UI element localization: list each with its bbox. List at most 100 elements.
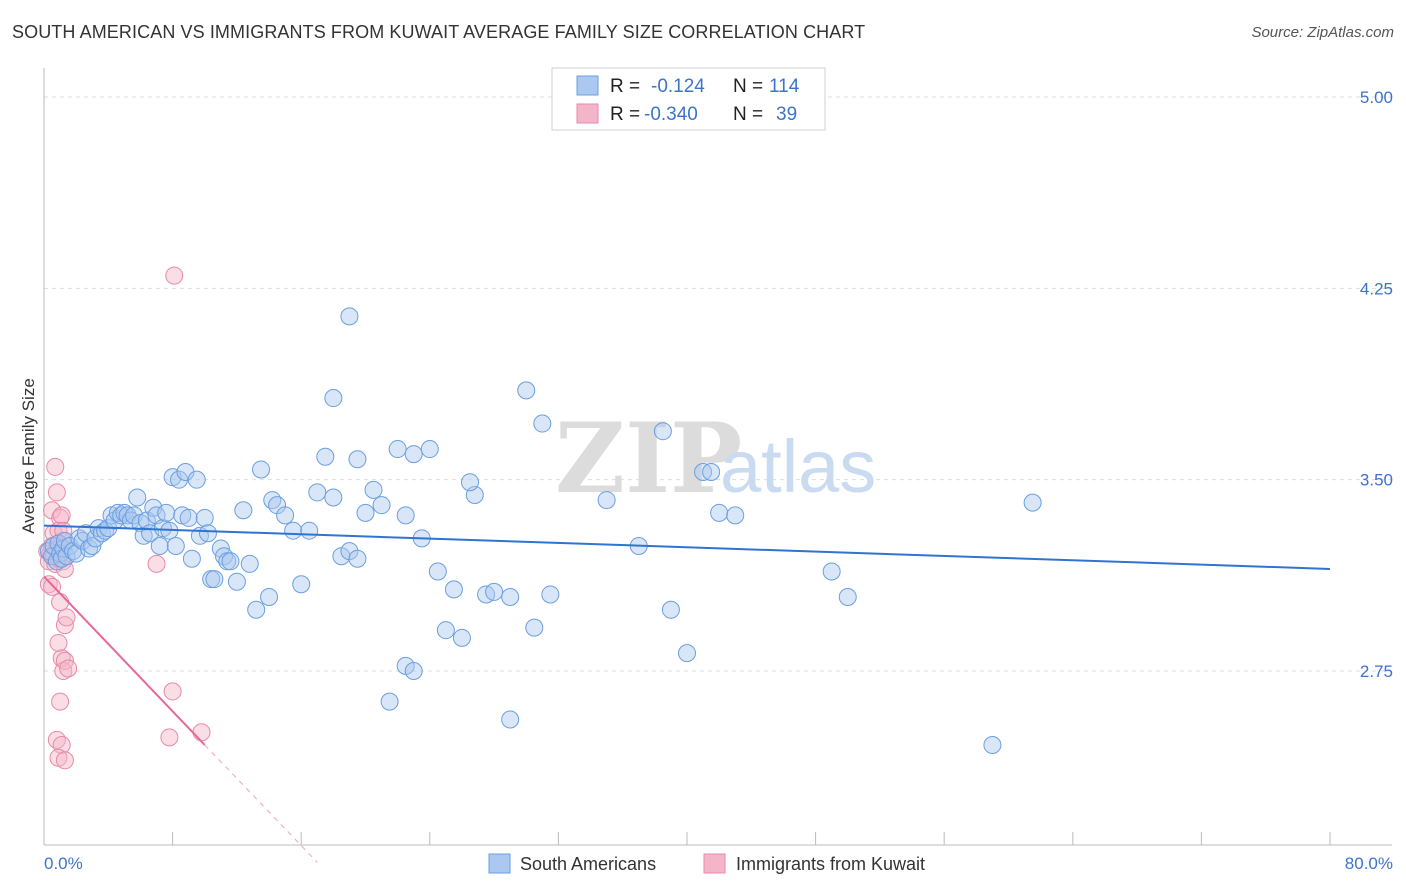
legend-bottom-swatch-south-americans — [488, 853, 511, 874]
x-ticks — [43, 832, 1331, 845]
kuwait-point — [49, 633, 68, 652]
south-americans-point — [501, 710, 520, 729]
south-americans-point — [263, 491, 282, 510]
kuwait-point — [59, 659, 78, 678]
south-americans-point — [420, 440, 439, 459]
legend-n-label: N = — [733, 104, 763, 125]
south-americans-point — [198, 524, 217, 543]
legend-n-label: N = — [733, 76, 763, 97]
x-tick-label-min: 0.0% — [44, 854, 83, 873]
kuwait-point — [55, 751, 74, 770]
south-americans-point — [678, 644, 696, 663]
south-americans-point — [157, 503, 176, 522]
kuwait-point — [147, 554, 166, 573]
south-americans-point — [661, 600, 680, 619]
south-americans-point — [221, 552, 240, 571]
kuwait-point — [51, 593, 70, 612]
south-americans-point — [597, 491, 616, 510]
kuwait-point — [160, 728, 179, 747]
south-americans-point — [388, 440, 407, 459]
legend-bottom: South Americans Immigrants from Kuwait — [488, 853, 925, 874]
south-americans-point — [80, 539, 99, 558]
south-americans-point — [380, 692, 399, 711]
south-americans-point — [460, 473, 479, 492]
south-americans-point — [234, 501, 253, 520]
x-tick-label-max: 80.0% — [1345, 854, 1393, 873]
south-americans-point — [128, 488, 147, 507]
watermark: ZIP atlas — [555, 402, 876, 515]
south-americans-point — [205, 570, 224, 589]
legend-n-value: 114 — [769, 76, 800, 97]
y-tick-label: 2.75 — [1360, 662, 1393, 681]
south-americans-point — [822, 562, 841, 581]
south-americans-point — [170, 470, 189, 489]
legend-swatch-south-americans — [576, 75, 599, 96]
kuwait-point — [43, 577, 62, 596]
south-americans-point — [247, 600, 266, 619]
south-americans-point — [276, 506, 295, 525]
legend-r-value: -0.124 — [651, 76, 705, 97]
south-americans-point — [710, 503, 729, 522]
south-americans-point — [316, 447, 335, 466]
legend-bottom-label-south-americans: South Americans — [520, 854, 656, 874]
watermark-zip: ZIP — [555, 402, 742, 515]
legend-r-value: -0.340 — [644, 104, 698, 125]
south-americans-point — [166, 536, 185, 555]
series-south-americans-points — [39, 307, 1042, 754]
legend-swatch-kuwait — [576, 103, 599, 124]
south-americans-point — [182, 549, 201, 568]
y-tick-label: 5.00 — [1360, 88, 1393, 107]
south-americans-point — [300, 521, 319, 540]
south-americans-point — [541, 585, 560, 604]
south-americans-point — [284, 521, 303, 540]
south-americans-point — [533, 414, 552, 433]
south-americans-point — [348, 450, 367, 469]
south-americans-point — [726, 506, 745, 525]
south-americans-point — [292, 575, 311, 594]
south-americans-point — [517, 381, 536, 400]
south-americans-point — [525, 618, 544, 637]
south-americans-point — [702, 463, 721, 482]
chart-source: Source: ZipAtlas.com — [1251, 24, 1394, 41]
kuwait-point — [192, 723, 211, 742]
y-tick-label: 3.50 — [1360, 471, 1393, 490]
south-americans-point — [227, 572, 246, 591]
kuwait-point — [52, 506, 71, 525]
south-americans-point — [1023, 493, 1042, 512]
south-americans-point — [240, 554, 259, 573]
south-americans-point — [983, 735, 1002, 754]
south-americans-point — [324, 488, 343, 507]
south-americans-point — [501, 588, 520, 607]
south-americans-point — [260, 588, 279, 607]
kuwait-trend-extension — [204, 744, 318, 863]
kuwait-point — [46, 457, 65, 476]
kuwait-point — [47, 483, 66, 502]
watermark-atlas: atlas — [720, 425, 876, 508]
legend-r-label: R = — [610, 76, 640, 97]
chart-title: SOUTH AMERICAN VS IMMIGRANTS FROM KUWAIT… — [12, 22, 866, 42]
south-americans-point — [252, 460, 271, 479]
kuwait-point — [47, 730, 66, 749]
south-americans-point — [404, 445, 423, 464]
south-americans-point — [308, 483, 327, 502]
south-americans-point — [444, 580, 463, 599]
south-americans-point — [372, 496, 391, 515]
y-tick-label: 4.25 — [1360, 279, 1393, 298]
south-americans-point — [404, 662, 423, 680]
south-americans-point — [485, 582, 504, 601]
south-americans-trend-line — [43, 524, 1331, 570]
kuwait-point — [57, 608, 76, 627]
gridlines — [44, 96, 1392, 672]
south-americans-point — [340, 307, 359, 326]
legend-r-label: R = — [610, 104, 640, 125]
south-americans-point — [179, 508, 198, 527]
legend-n-value: 39 — [776, 104, 797, 125]
kuwait-point — [39, 575, 58, 594]
kuwait-trend-line — [43, 575, 206, 746]
y-tick-labels: 5.00 4.25 3.50 2.75 — [1360, 88, 1393, 681]
trend-lines — [43, 524, 1331, 863]
south-americans-point — [436, 621, 455, 640]
legend-bottom-swatch-kuwait — [703, 853, 726, 874]
kuwait-point — [163, 682, 182, 701]
